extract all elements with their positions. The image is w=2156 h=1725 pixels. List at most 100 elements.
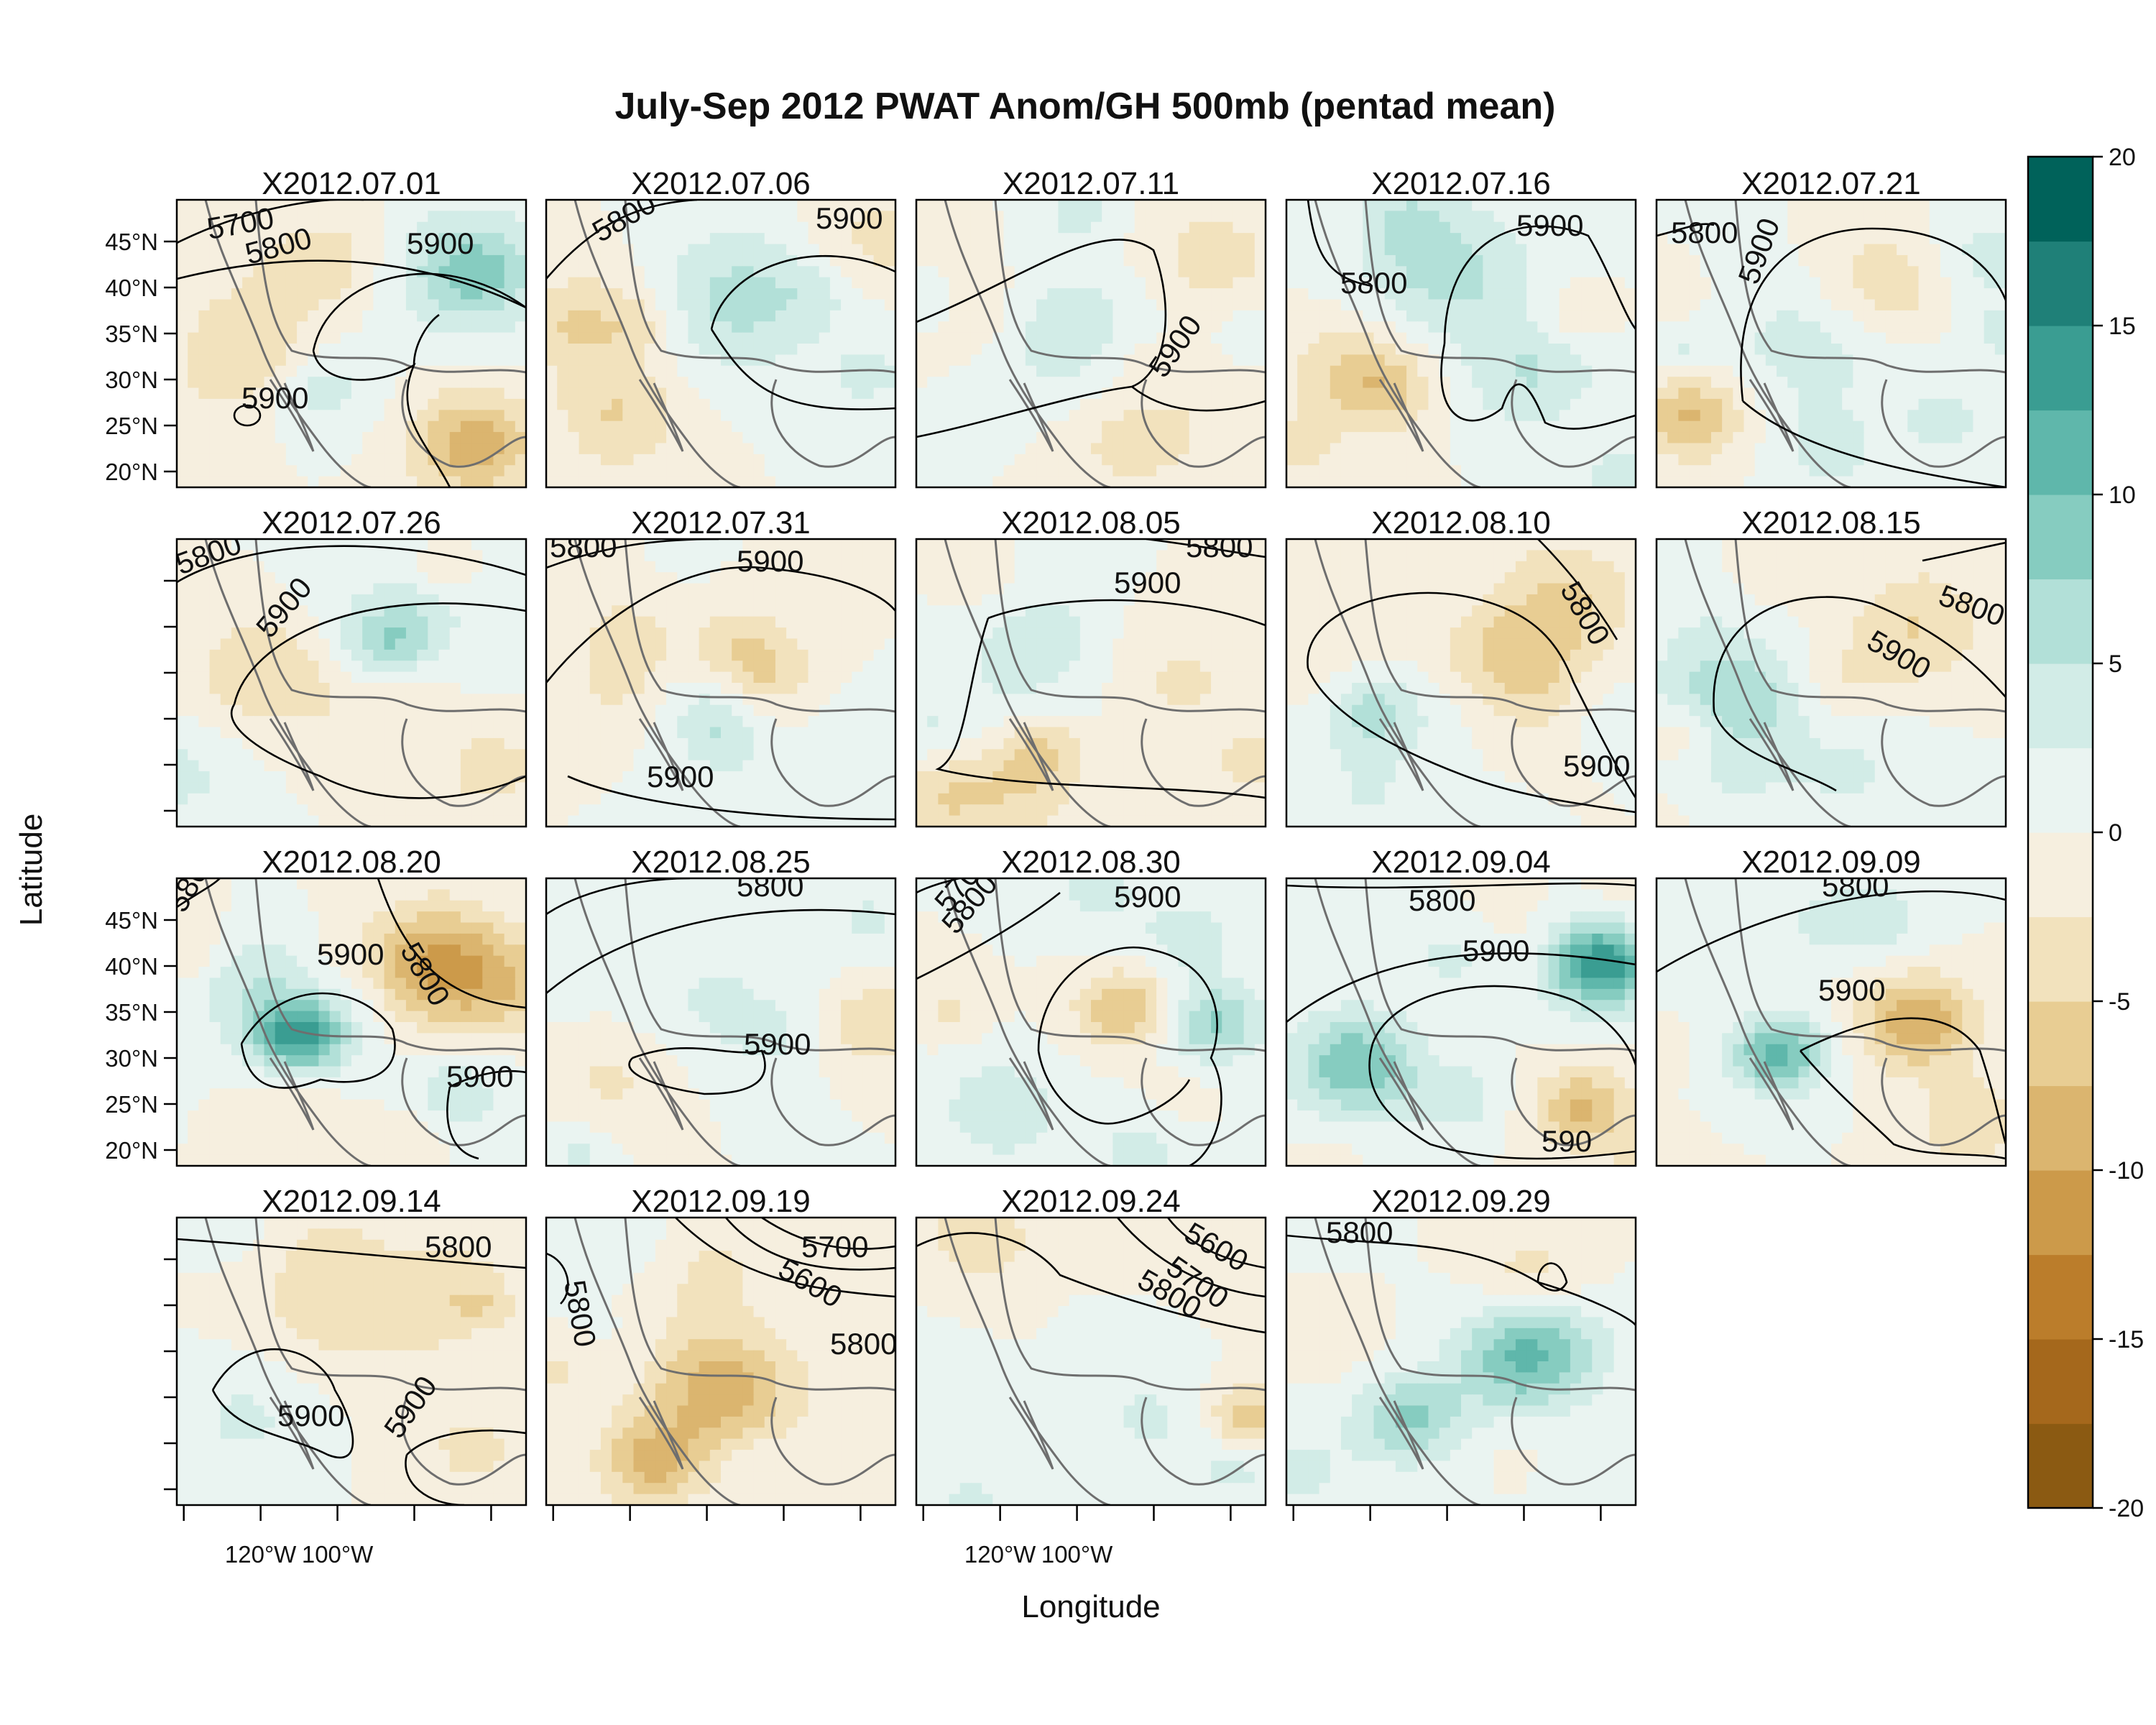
colorbar-tick-label: 5 [2109,650,2122,678]
contour-label: 5900 [241,381,308,415]
colorbar-segment [2028,157,2093,242]
pwat-anomaly-field [1286,200,1636,487]
contour-label: 5900 [1818,973,1885,1007]
x-axis-label: Longitude [1021,1589,1160,1624]
colorbar-tick-label: -10 [2109,1157,2144,1184]
contour-label: 5900 [1462,934,1529,967]
panel-title: X2012.07.01 [262,166,441,201]
gh500-contours [1657,890,2006,1160]
gh500-contours [1286,882,1636,1160]
panel-title: X2012.08.10 [1371,505,1551,540]
coastline-borders [204,200,526,487]
contour-label: 5900 [647,760,714,794]
panel-title: X2012.09.14 [262,1184,441,1219]
lat-tick-label: 40°N [105,953,158,980]
lon-tick-label: 100°W [302,1541,374,1568]
colorbar-tick-label: -5 [2109,988,2130,1016]
map-panel: 5800 5900 590 X2012.09.04 [1285,845,1637,1167]
panel-title: X2012.07.11 [1003,166,1179,201]
pwat-anomaly-field [1657,878,2006,1166]
latitude-axis: 45°N 40°N 35°N 30°N 25°N 20°N 45°N 40°N 35°N 30°N… [105,229,177,1491]
contour-label: 5800 [1822,869,1889,903]
gh500-contours [1657,223,2006,487]
panel-title: X2012.09.09 [1741,845,1921,880]
gh500-contours [177,200,526,487]
contour-label: 5900 [407,226,474,260]
map-panel: 5800 5900 X2012.09.09 [1655,845,2007,1167]
coastline-borders [1314,1218,1636,1505]
panel-title: X2012.09.19 [631,1184,811,1219]
pwat-anomaly-field [546,878,895,1166]
panel-title: X2012.07.26 [262,505,441,540]
contour-label: 5900 [744,1027,811,1061]
pwat-anomaly-field [1286,878,1636,1166]
coastline-borders [573,1218,895,1505]
lat-tick-label: 25°N [105,1091,158,1118]
panel-frame [1655,538,2007,828]
colorbar-segment [2028,241,2093,326]
colorbar-segment [2028,1170,2093,1256]
contour-label: 5800 [737,869,803,903]
panel-frame [175,538,528,828]
colorbar-segment [2028,1001,2093,1087]
colorbar-segment [2028,410,2093,495]
coastline-borders [204,1218,526,1505]
gh500-contours [177,878,526,1160]
panel-title: X2012.09.24 [1001,1184,1181,1219]
coastline-borders [1314,539,1636,827]
panel-title: X2012.07.21 [1741,166,1921,201]
contour-label: 5900 [317,937,384,971]
panel-frame [175,1216,528,1506]
contour-label: 5800 [1409,883,1475,917]
map-panel: 5800 5900 5900 X2012.07.31 [545,505,897,828]
figure-title: July-Sep 2012 PWAT Anom/GH 500mb (pentad… [615,86,1556,127]
colorbar: 20 15 10 5 0 -5 -10 -15 -20 [2027,144,2144,1522]
pwat-anomaly-field [1286,1218,1636,1505]
panel-title: X2012.07.16 [1371,166,1551,201]
panel-frame [545,877,897,1167]
colorbar-segment [2028,1254,2093,1340]
lat-tick-label: 30°N [105,1045,158,1072]
panel-frame [1285,877,1637,1167]
panel-frame [1285,1216,1637,1506]
gh500-contours [177,1238,526,1505]
lat-tick-label: 25°N [105,413,158,439]
lat-tick-label: 35°N [105,999,158,1026]
panel-frame [1285,538,1637,828]
pwat-anomaly-field [177,539,526,827]
colorbar-tick-label: -15 [2109,1326,2144,1353]
gh500-contours [177,545,526,799]
map-panel: 5800 5900 X2012.08.25 [545,845,897,1167]
lat-tick-label: 20°N [105,1137,158,1164]
gh500-contours [1307,539,1636,814]
pwat-anomaly-field [916,200,1266,487]
pwat-anomaly-field [177,878,526,1166]
colorbar-tick-label: 10 [2109,482,2136,509]
pwat-anomaly-field [546,200,895,487]
gh500-contours [1286,1234,1636,1326]
contour-label: 5900 [737,544,803,578]
coastline-borders [573,200,895,487]
coastline-borders [944,539,1266,827]
pwat-anomaly-field [546,1218,895,1505]
panel-title: X2012.08.15 [1741,505,1921,540]
panel-frame [545,1216,897,1506]
lon-tick-label: 120°W [964,1541,1036,1568]
contour-label: 5800 [1326,1215,1393,1249]
contour-label: 5800 [830,1327,897,1361]
lat-tick-label: 20°N [105,459,158,485]
contour-label: 5900 [1563,749,1630,783]
colorbar-tick-label: 15 [2109,313,2136,340]
lon-tick-label: 120°W [225,1541,297,1568]
lon-tick-label: 100°W [1041,1541,1113,1568]
pwat-anomaly-field [177,200,526,487]
contour-label: 590 [1542,1124,1592,1158]
y-axis-label: Latitude [14,814,49,926]
gh500-contours [916,878,1222,1166]
